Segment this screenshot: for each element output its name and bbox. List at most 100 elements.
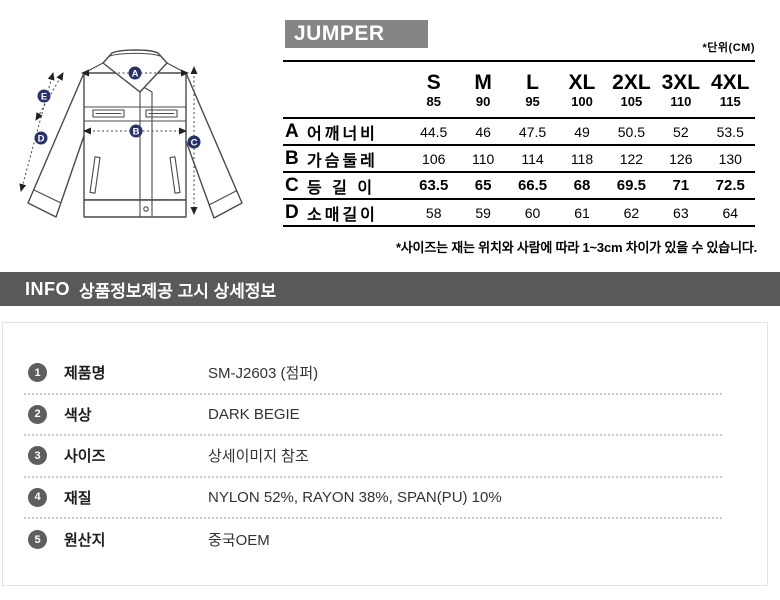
waist-button: [143, 206, 149, 212]
info-section-header: INFO 상품정보제공 고시 상세정보: [0, 272, 780, 306]
info-value: NYLON 52%, RAYON 38%, SPAN(PU) 10%: [208, 488, 502, 506]
row-label: A 어깨너비: [283, 120, 409, 144]
table-cell: 61: [574, 204, 590, 221]
table-cell: 66.5: [517, 177, 548, 194]
badge-d-label: D: [38, 133, 45, 144]
table-cell: 49: [574, 123, 590, 140]
size-base: 95: [525, 93, 540, 109]
product-info-row-name: 1 제품명 SM-J2603 (점퍼): [24, 353, 722, 395]
row-name: 가슴둘레: [307, 152, 378, 170]
badge-a-label: A: [132, 68, 139, 79]
info-prefix: INFO: [25, 278, 70, 299]
product-info-row-origin: 5 원산지 중국OEM: [24, 519, 722, 561]
table-cell: 50.5: [617, 123, 646, 140]
table-cell: 62: [623, 204, 640, 221]
table-cell: 68: [573, 177, 591, 194]
column-header-xl: XL 100: [557, 71, 606, 109]
table-cell: 59: [475, 204, 491, 221]
table-cell: 47.5: [518, 123, 547, 140]
size-base: 100: [571, 93, 593, 109]
badge-b-label: B: [133, 126, 140, 137]
size-base: 110: [670, 93, 692, 109]
size-chart-header-row: S 85 M 90 L 95 XL 100 2XL 105 3XL 110: [283, 62, 755, 119]
unit-note: *단위(CM): [702, 42, 755, 54]
column-header-l: L 95: [508, 71, 557, 109]
info-value: SM-J2603 (점퍼): [208, 365, 319, 383]
left-cuff-line: [33, 189, 62, 204]
info-label: 제품명: [64, 365, 106, 383]
badge-e-label: E: [41, 91, 47, 102]
row-label: D 소매길이: [283, 201, 409, 225]
badge-c-label: C: [191, 137, 198, 148]
badge-b-circle: [129, 124, 143, 138]
row-name: 등 길 이: [307, 179, 376, 197]
row-letter: D: [285, 201, 299, 223]
table-cell: 69.5: [616, 177, 646, 194]
table-cell: 110: [471, 150, 495, 167]
table-cell: 52: [673, 123, 689, 140]
row-letter: C: [285, 174, 299, 196]
info-value: 중국OEM: [208, 532, 270, 550]
table-cell: 130: [718, 150, 742, 167]
table-row-chest: B 가슴둘레 106 110 114 118 122 126 130: [283, 146, 755, 173]
left-sleeve: [27, 72, 87, 218]
table-cell: 126: [669, 150, 693, 167]
row-number-badge: 5: [28, 530, 47, 550]
table-cell: 118: [570, 150, 594, 167]
column-header-2xl: 2XL 105: [607, 71, 656, 109]
chest-seams: [83, 106, 187, 122]
size-chart-title: JUMPER: [285, 20, 428, 48]
size-label: S: [426, 70, 441, 94]
size-base: 85: [426, 93, 441, 109]
table-cell: 122: [619, 150, 644, 167]
row-number-badge: 3: [28, 446, 47, 466]
badge-a-circle: [128, 66, 142, 80]
waistband: [83, 199, 187, 218]
table-row-shoulder: A 어깨너비 44.5 46 47.5 49 50.5 52 53.5: [283, 119, 755, 146]
size-base: 90: [475, 93, 491, 109]
column-header-s: S 85: [409, 71, 458, 109]
row-letter: B: [285, 147, 299, 169]
product-info-row-color: 2 색상 DARK BEGIE: [24, 395, 722, 436]
row-number-badge: 4: [28, 487, 47, 507]
column-header-m: M 90: [458, 71, 507, 109]
table-cell: 60: [524, 204, 541, 221]
column-header-3xl: 3XL 110: [656, 71, 705, 109]
diagram-badges: A B C D E: [34, 66, 201, 149]
badge-e-circle: [37, 89, 51, 103]
size-label: XL: [568, 70, 596, 94]
row-number-badge: 1: [28, 363, 47, 383]
row-name: 소매길이: [307, 206, 378, 224]
jacket-measurement-diagram: A B C D E: [19, 49, 243, 219]
table-row-back-length: C 등 길 이 63.5 65 66.5 68 69.5 71 72.5: [283, 173, 755, 200]
product-info-box: 1 제품명 SM-J2603 (점퍼) 2 색상 DARK BEGIE 3 사이…: [2, 322, 768, 586]
collar-band: [109, 52, 161, 57]
badge-d-circle: [34, 131, 48, 145]
product-info-row-size: 3 사이즈 상세이미지 참조: [24, 436, 722, 478]
row-number-badge: 2: [28, 404, 47, 424]
table-cell: 58: [425, 204, 442, 221]
table-cell: 46: [475, 123, 491, 140]
table-cell: 65: [474, 177, 492, 194]
table-cell: 44.5: [420, 123, 448, 140]
info-value: DARK BEGIE: [208, 405, 300, 423]
info-label: 색상: [64, 406, 92, 424]
row-letter: A: [285, 120, 299, 142]
table-cell: 114: [521, 150, 544, 167]
table-cell: 72.5: [715, 177, 745, 194]
size-label: M: [474, 70, 492, 94]
badge-c-circle: [187, 135, 201, 149]
table-cell: 63.5: [419, 177, 449, 194]
size-label: 3XL: [661, 70, 701, 94]
info-value: 상세이미지 참조: [208, 448, 309, 466]
size-base: 105: [620, 93, 643, 109]
product-info-row-material: 4 재질 NYLON 52%, RAYON 38%, SPAN(PU) 10%: [24, 478, 722, 519]
column-header-4xl: 4XL 115: [706, 71, 755, 109]
info-label: 재질: [64, 489, 92, 507]
size-label: 2XL: [612, 70, 651, 94]
left-lower-pocket: [89, 156, 101, 194]
size-footnote: *사이즈는 재는 위치와 사람에 따라 1~3cm 차이가 있을 수 있습니다.: [395, 240, 757, 255]
info-label: 사이즈: [64, 448, 106, 466]
size-base: 115: [719, 93, 741, 109]
size-label: 4XL: [710, 70, 750, 94]
